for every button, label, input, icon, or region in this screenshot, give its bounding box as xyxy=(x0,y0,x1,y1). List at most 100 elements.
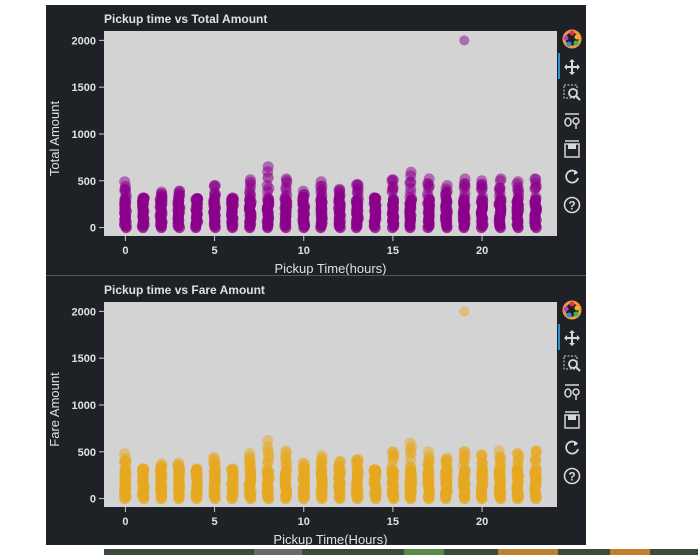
data-point xyxy=(459,173,471,185)
data-point xyxy=(351,186,363,198)
outlier-point xyxy=(459,35,470,46)
data-point xyxy=(244,456,256,468)
chart-total-amount[interactable]: Pickup time vs Total Amount 0 5 10 15 20 0 500 1… xyxy=(46,5,586,275)
svg-text:?: ? xyxy=(568,199,575,213)
data-point xyxy=(387,454,399,466)
data-point xyxy=(245,190,257,202)
data-point xyxy=(440,187,452,199)
data-point xyxy=(280,173,292,185)
data-point xyxy=(530,462,542,474)
data-point xyxy=(137,193,149,205)
chart-panel-fare-amount: Pickup time vs Fare Amount 0 5 10 15 20 0 500 10… xyxy=(46,275,586,545)
data-point xyxy=(386,174,398,186)
data-point xyxy=(530,191,542,203)
data-point xyxy=(476,457,488,468)
data-point xyxy=(511,448,523,460)
data-point xyxy=(316,457,328,469)
data-point xyxy=(494,182,506,194)
save-icon[interactable] xyxy=(562,139,582,159)
data-point xyxy=(316,184,328,196)
help-icon[interactable]: ? xyxy=(562,195,582,215)
data-point xyxy=(156,186,168,198)
bokeh-logo-icon[interactable] xyxy=(562,300,582,320)
x-axis-label: Pickup Time(hours) xyxy=(275,261,387,275)
data-point xyxy=(512,184,524,196)
outlier-point xyxy=(459,306,470,317)
data-point xyxy=(138,465,150,476)
data-point xyxy=(458,446,470,458)
data-point xyxy=(369,193,380,205)
data-point xyxy=(262,161,274,173)
data-point xyxy=(458,182,470,194)
plot-area xyxy=(104,302,557,507)
data-point xyxy=(190,465,202,477)
taskbar-strip xyxy=(0,549,698,555)
data-point xyxy=(423,173,435,185)
data-point xyxy=(226,194,238,206)
pan-icon[interactable] xyxy=(562,328,582,348)
save-icon[interactable] xyxy=(562,410,582,430)
chart-fare-amount[interactable]: Pickup time vs Fare Amount 0 5 10 15 20 0 500 10… xyxy=(46,276,586,545)
data-point xyxy=(244,182,256,194)
data-point xyxy=(404,191,416,203)
data-point xyxy=(404,437,416,449)
reset-icon[interactable] xyxy=(562,438,582,458)
x-tick-label: 15 xyxy=(387,516,399,528)
box-zoom-icon[interactable] xyxy=(562,83,582,103)
x-tick-label: 20 xyxy=(476,516,488,528)
y-tick-label: 1000 xyxy=(72,129,96,141)
wheel-zoom-icon[interactable] xyxy=(562,111,582,131)
help-icon[interactable]: ? xyxy=(562,466,582,486)
x-tick-label: 10 xyxy=(298,245,310,257)
box-zoom-icon[interactable] xyxy=(562,354,582,374)
data-point xyxy=(405,447,417,459)
data-point xyxy=(493,445,505,457)
data-point xyxy=(351,179,363,190)
data-point xyxy=(494,453,506,465)
data-point xyxy=(334,455,346,467)
data-point xyxy=(512,176,524,188)
data-point xyxy=(476,183,488,195)
y-tick-label: 0 xyxy=(90,494,96,506)
y-axis-label: Fare Amount xyxy=(47,372,62,447)
data-point xyxy=(209,187,221,199)
x-tick-label: 0 xyxy=(122,245,128,257)
chart-title: Pickup time vs Total Amount xyxy=(104,12,267,26)
x-tick-label: 0 xyxy=(122,516,128,528)
data-point xyxy=(387,446,399,458)
data-point xyxy=(422,446,434,458)
y-tick-label: 2000 xyxy=(72,35,96,47)
x-tick-label: 15 xyxy=(387,245,399,257)
data-point xyxy=(440,460,452,472)
active-tool-indicator xyxy=(558,324,560,350)
x-tick-label: 10 xyxy=(298,516,310,528)
data-point xyxy=(263,183,275,194)
data-point xyxy=(119,176,131,188)
data-point xyxy=(405,166,417,178)
bokeh-logo-icon[interactable] xyxy=(562,29,582,49)
data-point xyxy=(423,182,435,194)
data-point xyxy=(119,456,131,468)
y-tick-label: 1500 xyxy=(72,353,96,365)
data-point xyxy=(315,176,327,188)
data-point xyxy=(244,448,256,460)
data-point xyxy=(512,456,524,468)
data-point xyxy=(316,450,328,461)
scatter-points xyxy=(118,306,542,505)
data-point xyxy=(423,454,435,466)
x-tick-label: 20 xyxy=(476,245,488,257)
data-point xyxy=(156,458,168,470)
chart-panel-total-amount: Pickup time vs Total Amount 0 5 10 15 20 0 500 1… xyxy=(46,5,586,275)
wheel-zoom-icon[interactable] xyxy=(562,382,582,402)
data-point xyxy=(190,194,202,205)
data-point xyxy=(174,185,186,197)
data-point xyxy=(119,184,131,196)
y-tick-label: 500 xyxy=(78,447,96,459)
data-point xyxy=(476,175,488,187)
y-tick-label: 1500 xyxy=(72,82,96,94)
data-point xyxy=(262,456,274,468)
data-point xyxy=(495,173,507,185)
pan-icon[interactable] xyxy=(562,57,582,77)
data-point xyxy=(280,445,292,457)
reset-icon[interactable] xyxy=(562,167,582,187)
